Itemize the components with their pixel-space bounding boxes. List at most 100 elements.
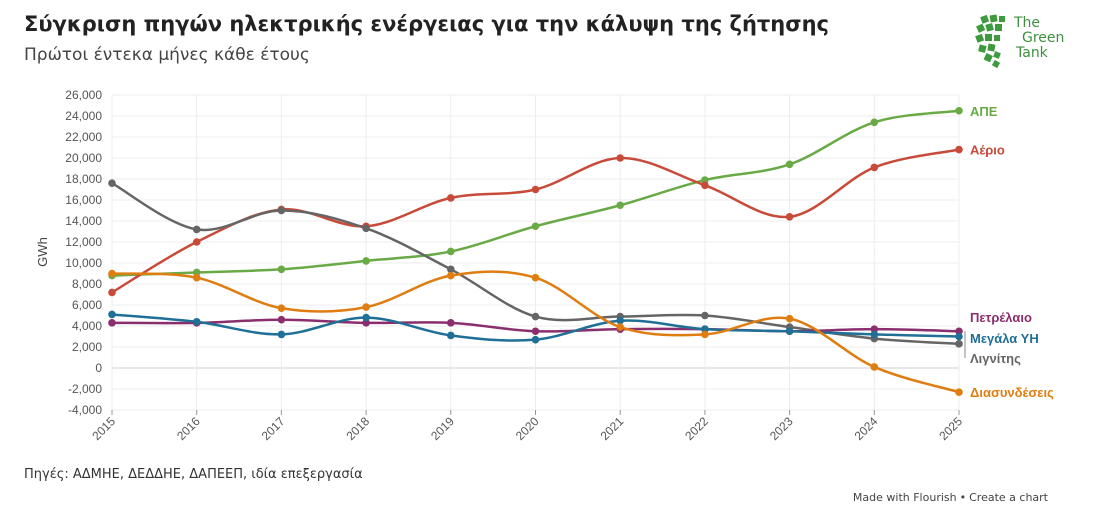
- logo-wordmark: The Green Tank: [1012, 16, 1064, 61]
- series-3-point[interactable]: [108, 319, 116, 327]
- series-0-point[interactable]: [870, 118, 879, 127]
- create-chart-link[interactable]: Create a chart: [969, 491, 1048, 504]
- series-1-point[interactable]: [616, 154, 624, 162]
- series-label: Διασυνδέσεις: [970, 385, 1054, 400]
- y-axis: -4,000 -2,000 0 2,000 4,000 6,000 8,000 10,000 1…: [65, 88, 102, 417]
- series-0-point[interactable]: [362, 257, 370, 265]
- series-5-point[interactable]: [701, 330, 709, 339]
- series-4-point[interactable]: [447, 331, 455, 340]
- series-4-point[interactable]: [616, 316, 624, 325]
- series-0-point[interactable]: [277, 265, 286, 274]
- series-1-point[interactable]: [108, 288, 116, 297]
- series-5-point[interactable]: [531, 273, 540, 282]
- series-1-point[interactable]: [447, 194, 455, 202]
- logo-line-3: Tank: [1016, 45, 1048, 61]
- series-2-point[interactable]: [108, 179, 116, 187]
- y-tick-label: 24,000: [65, 109, 102, 123]
- x-tick-label: 2023: [767, 414, 796, 443]
- y-tick-label: 16,000: [65, 193, 102, 207]
- series-4-point[interactable]: [192, 318, 201, 326]
- series-2-point[interactable]: [277, 206, 286, 215]
- series-4-point[interactable]: [362, 313, 370, 322]
- y-tick-label: 0: [95, 361, 102, 375]
- series-2-point[interactable]: [192, 225, 201, 234]
- y-tick-label: 18,000: [65, 172, 102, 186]
- x-tick-label: 2019: [428, 414, 457, 443]
- series-label: ΑΠΕ: [970, 104, 998, 119]
- series-label: Μεγάλα ΥΗ: [970, 331, 1039, 346]
- series-1-point[interactable]: [955, 145, 963, 154]
- series-2-point[interactable]: [701, 311, 709, 320]
- series-3-point[interactable]: [362, 319, 370, 327]
- series-0-point[interactable]: [616, 201, 624, 210]
- x-axis: 2015 2016 2017 2018 2019 2020 2021 2022 2023 2024…: [89, 410, 965, 443]
- y-tick-label: -2,000: [68, 382, 102, 396]
- y-tick-label: 20,000: [65, 151, 102, 165]
- y-axis-label: GWh: [35, 237, 50, 267]
- y-tick-label: -4,000: [68, 403, 102, 417]
- series-3-point[interactable]: [447, 319, 455, 327]
- series-4-point[interactable]: [531, 335, 540, 344]
- logo-line-2: Green: [1022, 30, 1065, 46]
- series-1-point[interactable]: [701, 181, 709, 190]
- series-3-point[interactable]: [277, 315, 286, 324]
- series-2-point[interactable]: [955, 340, 963, 348]
- series-0-point[interactable]: [531, 222, 540, 231]
- series-4-point[interactable]: [108, 310, 116, 319]
- series-0-point[interactable]: [192, 268, 201, 277]
- series-5-point[interactable]: [192, 273, 201, 282]
- series-0-point[interactable]: [701, 176, 709, 184]
- series-1-point[interactable]: [785, 213, 794, 221]
- x-tick-label: 2015: [89, 414, 118, 443]
- series-1-point[interactable]: [870, 163, 879, 172]
- x-tick-label: 2018: [343, 414, 372, 443]
- made-with-flourish-link[interactable]: Made with Flourish: [852, 491, 957, 504]
- flourish-credit[interactable]: Made with Flourish • Create a chart: [853, 491, 1048, 504]
- x-tick-label: 2017: [259, 414, 288, 443]
- series-2-point[interactable]: [447, 265, 455, 274]
- green-tank-logo-icon: [975, 14, 1005, 69]
- y-tick-label: 4,000: [72, 319, 102, 333]
- series-label: Αέριο: [970, 143, 1005, 158]
- series-2-point[interactable]: [362, 224, 370, 233]
- series-4-point[interactable]: [277, 330, 286, 339]
- series-1-point[interactable]: [531, 185, 540, 194]
- series-5-point[interactable]: [108, 269, 116, 278]
- series-5-point[interactable]: [277, 304, 286, 312]
- x-tick-label: 2025: [936, 414, 965, 443]
- series-2-point[interactable]: [531, 312, 540, 321]
- series-5-point[interactable]: [785, 314, 794, 323]
- x-tick-label: 2022: [682, 414, 711, 443]
- series-label: Λιγνίτης: [970, 351, 1021, 366]
- series-5-point[interactable]: [870, 363, 879, 371]
- series-4-point[interactable]: [870, 330, 879, 339]
- series-5-point[interactable]: [955, 388, 963, 396]
- series-0-point[interactable]: [955, 106, 963, 115]
- y-tick-label: 6,000: [72, 298, 102, 312]
- series-5-point[interactable]: [362, 303, 370, 311]
- chart-title: Σύγκριση πηγών ηλεκτρικής ενέργειας για …: [24, 12, 830, 36]
- y-tick-label: 26,000: [65, 88, 102, 102]
- series-4-point[interactable]: [785, 327, 794, 336]
- credit-separator: •: [959, 491, 967, 504]
- series-4-point[interactable]: [955, 332, 963, 341]
- x-tick-label: 2021: [598, 414, 627, 443]
- y-tick-label: 14,000: [65, 214, 102, 228]
- logo-line-1: The: [1014, 15, 1041, 31]
- series-4-point[interactable]: [701, 325, 709, 333]
- source-note: Πηγές: ΑΔΜΗΕ, ΔΕΔΔΗΕ, ΔΑΠΕΕΠ, ιδία επεξε…: [24, 467, 363, 482]
- chart-subtitle: Πρώτοι έντεκα μήνες κάθε έτους: [24, 45, 310, 65]
- series-3-point[interactable]: [870, 325, 879, 333]
- series-end-labels: ΑΠΕ Αέριο Λιγνίτης Πετρέλαιο Μεγάλα ΥΗ Διασυν…: [964, 104, 1054, 400]
- series-0-point[interactable]: [785, 160, 794, 169]
- grid-lines: [111, 94, 960, 411]
- series-5-point[interactable]: [616, 323, 624, 331]
- x-tick-label: 2020: [513, 414, 542, 443]
- x-tick-label: 2016: [174, 414, 203, 443]
- series-3-point[interactable]: [531, 327, 540, 336]
- series-0-point[interactable]: [447, 247, 455, 256]
- series-1-point[interactable]: [192, 238, 201, 246]
- series-3-point[interactable]: [955, 327, 963, 336]
- series-5-point[interactable]: [447, 271, 455, 280]
